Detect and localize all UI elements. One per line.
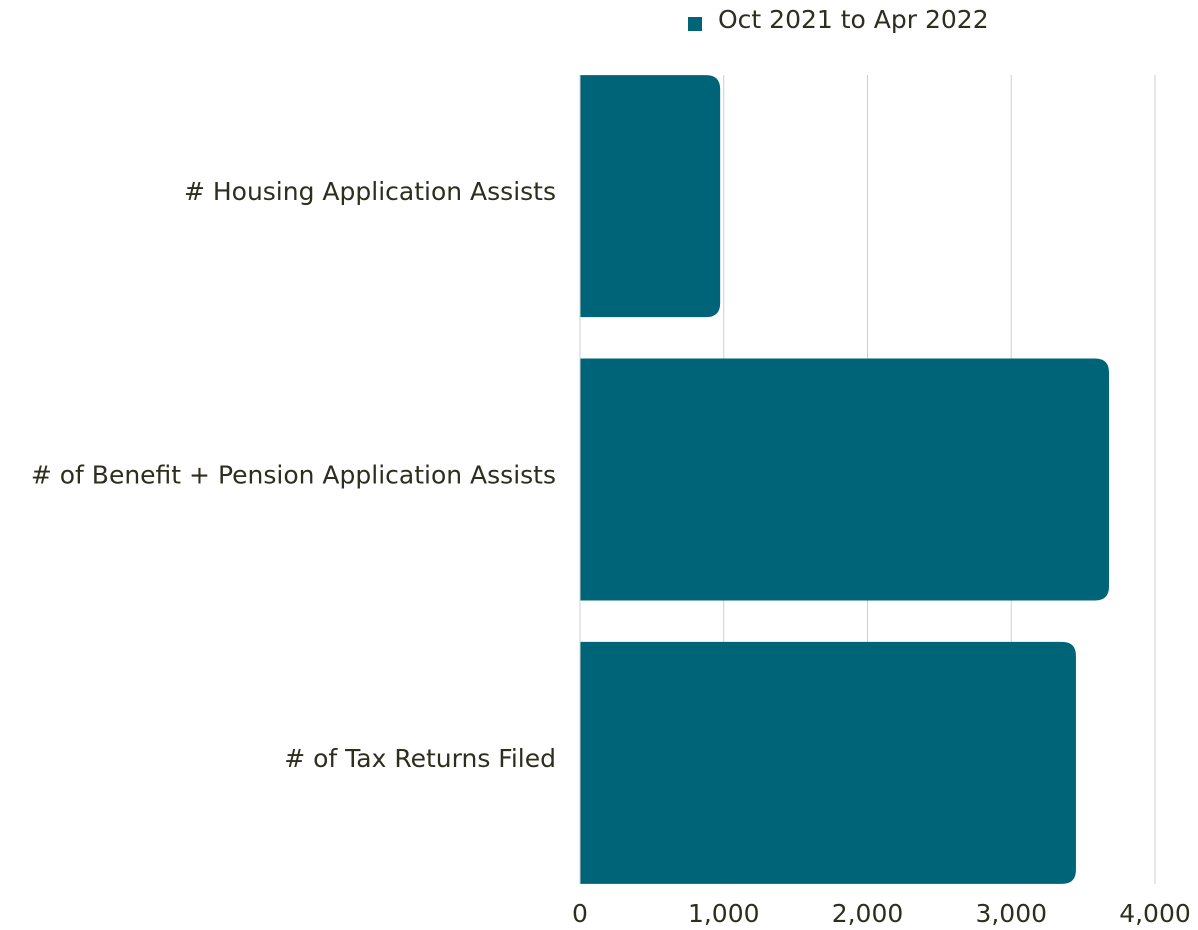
y-tick-label: # Housing Application Assists [184,177,556,206]
y-tick-label: # of Benefit + Pension Application Assis… [31,461,556,490]
x-tick-label: 4,000 [1119,899,1191,928]
legend-swatch [688,17,702,31]
bar [580,75,721,318]
x-tick-label: 0 [572,899,588,928]
x-tick-label: 2,000 [832,899,904,928]
x-tick-label: 3,000 [975,899,1047,928]
x-tick-label: 1,000 [688,899,760,928]
legend-label: Oct 2021 to Apr 2022 [718,5,989,34]
y-tick-label: # of Tax Returns Filed [284,744,556,773]
bar [580,358,1109,601]
bar [580,641,1076,884]
